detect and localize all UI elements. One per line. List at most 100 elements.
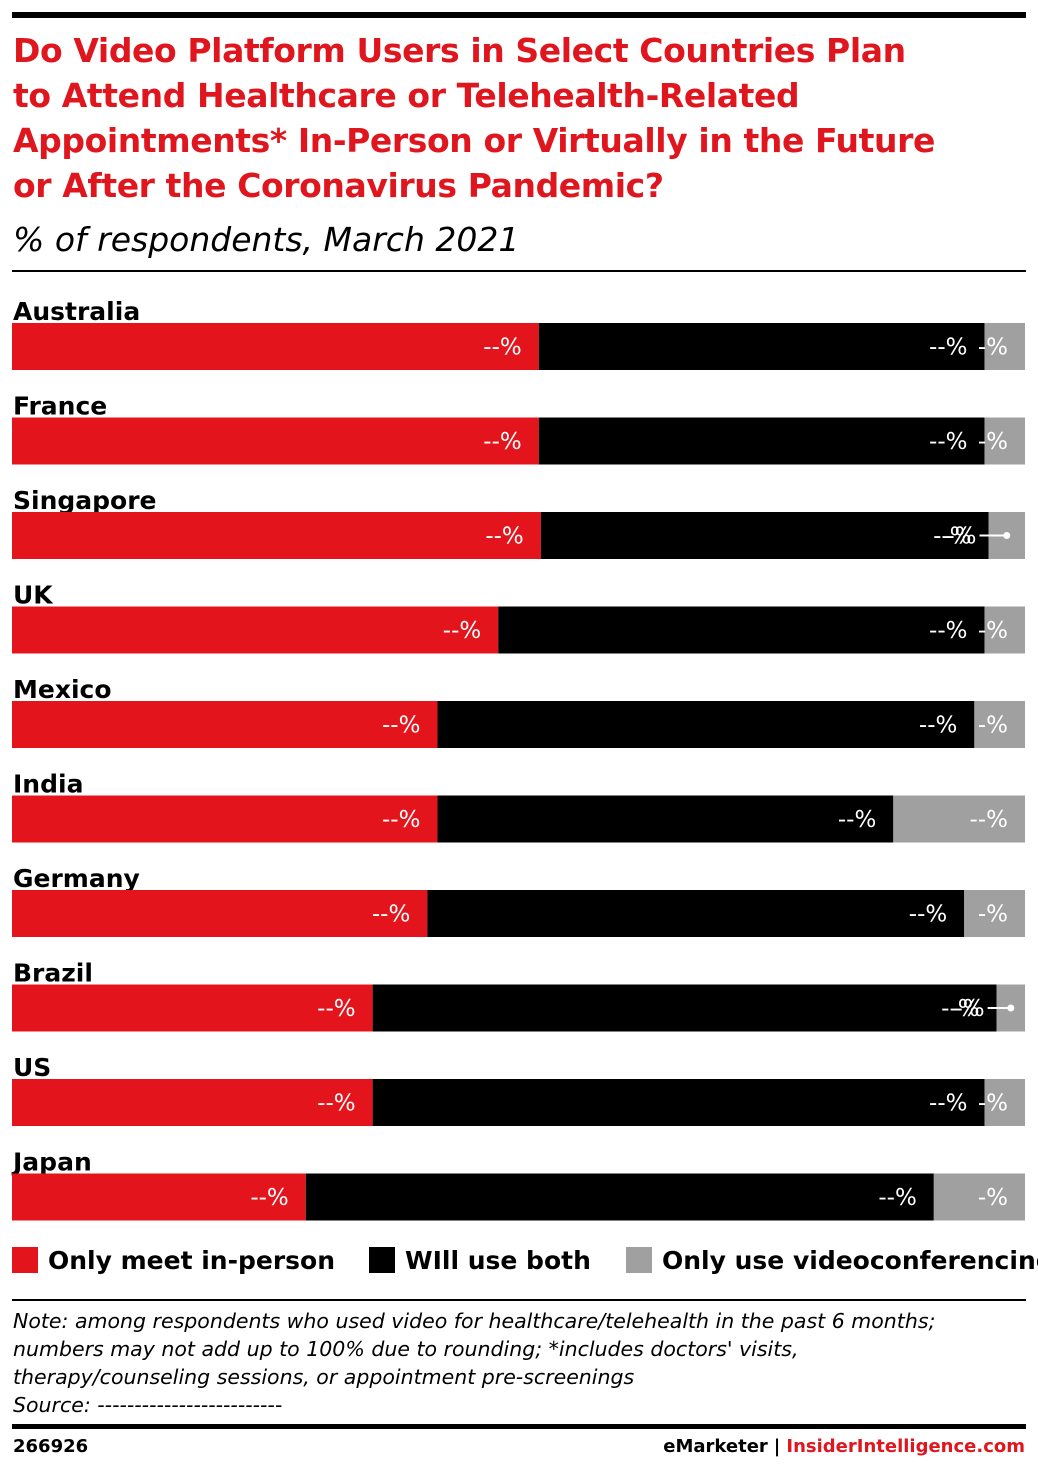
value-label-in-person-australia: --%	[483, 335, 521, 361]
bar-both-uk	[498, 606, 985, 654]
value-label-both-us: --%	[929, 1091, 967, 1117]
leader-dot-brazil	[1007, 1004, 1015, 1012]
category-label-germany: Germany	[13, 864, 140, 893]
value-label-in-person-japan: --%	[250, 1185, 288, 1211]
chart-title-line: to Attend Healthcare or Telehealth-Relat…	[13, 76, 800, 115]
value-label-video-japan: -%	[978, 1185, 1008, 1211]
chart-note: Note: among respondents who used video f…	[13, 1307, 1023, 1419]
bar-both-us	[372, 1079, 985, 1126]
bar-video-singapore	[988, 512, 1025, 559]
note-line: numbers may not add up to 100% due to ro…	[13, 1337, 799, 1361]
category-label-france: France	[13, 392, 107, 421]
bottom-rule	[12, 1424, 1026, 1429]
legend-swatch-in-person	[12, 1247, 38, 1273]
value-label-in-person-uk: --%	[443, 618, 481, 644]
value-label-in-person-mexico: --%	[382, 713, 420, 739]
category-label-japan: Japan	[11, 1148, 92, 1177]
category-label-mexico: Mexico	[13, 675, 112, 704]
chart-title-line: Do Video Platform Users in Select Countr…	[13, 31, 906, 70]
legend-label-video: Only use videoconferencing	[662, 1245, 1038, 1275]
bar-in-person-india	[12, 795, 438, 843]
category-label-us: US	[13, 1053, 51, 1082]
value-label-both-india: --%	[838, 807, 876, 833]
value-label-both-uk: --%	[929, 618, 967, 644]
bar-in-person-france	[12, 417, 539, 465]
note-line: therapy/counseling sessions, or appointm…	[13, 1365, 635, 1389]
category-label-singapore: Singapore	[13, 486, 157, 515]
value-label-in-person-germany: --%	[372, 902, 410, 928]
bar-in-person-germany	[12, 890, 428, 937]
bar-in-person-japan	[12, 1173, 306, 1221]
bar-both-japan	[305, 1173, 934, 1221]
legend-item-video: Only use videoconferencing	[626, 1240, 1038, 1280]
value-label-video-us: -%	[978, 1091, 1008, 1117]
legend-swatch-both	[369, 1247, 395, 1273]
bar-in-person-singapore	[12, 512, 541, 559]
bar-video-us	[984, 1079, 1025, 1126]
value-label-in-person-singapore: --%	[485, 524, 523, 550]
chart-id: 266926	[13, 1436, 89, 1457]
value-label-video-uk: -%	[978, 618, 1008, 644]
value-label-in-person-india: --%	[382, 807, 420, 833]
legend-label-in-person: Only meet in-person	[48, 1245, 336, 1275]
bar-both-france	[538, 417, 985, 465]
value-label-video-mexico: -%	[978, 713, 1008, 739]
value-label-both-singapore: --%	[933, 524, 971, 550]
value-label-video-australia: -%	[978, 335, 1008, 361]
bar-video-uk	[984, 606, 1025, 654]
bar-both-singapore	[540, 512, 989, 559]
value-label-video-brazil: -%	[954, 996, 984, 1022]
value-label-video-germany: -%	[978, 902, 1008, 928]
chart-title-line: Appointments* In-Person or Virtually in …	[13, 121, 935, 160]
bar-both-germany	[427, 890, 965, 937]
value-label-video-france: -%	[978, 429, 1008, 455]
bar-video-germany	[964, 890, 1025, 937]
value-label-video-india: --%	[970, 807, 1008, 833]
bar-in-person-brazil	[12, 984, 373, 1032]
bar-video-brazil	[996, 984, 1025, 1032]
bar-both-india	[437, 795, 894, 843]
value-label-both-japan: --%	[878, 1185, 916, 1211]
bar-video-japan	[933, 1173, 1025, 1221]
bar-both-brazil	[372, 984, 997, 1032]
value-label-in-person-france: --%	[483, 429, 521, 455]
bar-video-france	[984, 417, 1025, 465]
bar-in-person-us	[12, 1079, 373, 1126]
value-label-in-person-brazil: --%	[317, 996, 355, 1022]
category-label-india: India	[13, 770, 83, 799]
top-rule	[12, 12, 1026, 18]
value-label-both-france: --%	[929, 429, 967, 455]
chart-legend: Only meet in-person WIll use both Only u…	[12, 1240, 1038, 1280]
chart-subtitle: % of respondents, March 2021	[13, 220, 520, 259]
bar-in-person-australia	[12, 323, 539, 370]
legend-item-both: WIll use both	[369, 1240, 591, 1280]
brand-insider-intelligence[interactable]: InsiderIntelligence.com	[786, 1436, 1025, 1457]
legend-label-both: WIll use both	[405, 1245, 591, 1275]
brand-emarketer[interactable]: eMarketer	[663, 1436, 768, 1457]
note-line: Note: among respondents who used video f…	[13, 1309, 936, 1333]
leader-dot-singapore	[1003, 532, 1011, 539]
category-label-brazil: Brazil	[13, 959, 93, 988]
value-label-video-singapore: -%	[946, 524, 976, 550]
bar-video-australia	[984, 323, 1025, 370]
category-label-australia: Australia	[13, 297, 140, 326]
source-line: Source: -------------------------	[13, 1393, 283, 1417]
footer-brand: eMarketer | InsiderIntelligence.com	[663, 1436, 1025, 1457]
brand-separator: |	[773, 1436, 781, 1457]
bar-video-india	[893, 795, 1025, 843]
value-label-in-person-us: --%	[317, 1091, 355, 1117]
note-rule	[12, 1299, 1026, 1301]
chart-title: Do Video Platform Users in Select Countr…	[13, 28, 1023, 208]
bar-both-mexico	[437, 701, 975, 748]
bar-in-person-uk	[12, 606, 499, 654]
value-label-both-germany: --%	[909, 902, 947, 928]
value-label-both-brazil: --%	[941, 996, 979, 1022]
legend-swatch-video	[626, 1247, 652, 1273]
bar-video-mexico	[974, 701, 1025, 748]
legend-item-in-person: Only meet in-person	[12, 1240, 335, 1280]
bar-both-australia	[538, 323, 985, 370]
value-label-both-mexico: --%	[919, 713, 957, 739]
category-label-uk: UK	[13, 581, 54, 610]
value-label-both-australia: --%	[929, 335, 967, 361]
subtitle-rule	[12, 270, 1026, 272]
